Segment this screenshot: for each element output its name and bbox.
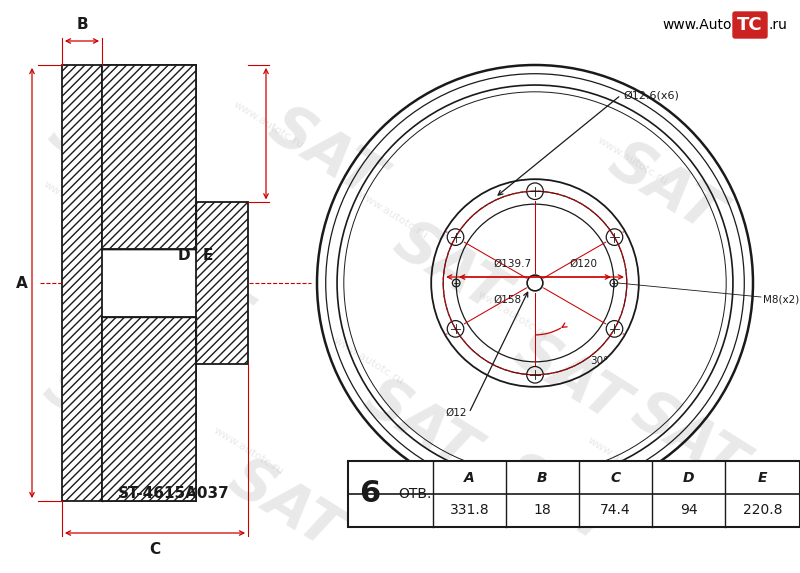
Text: www.autotc.ru: www.autotc.ru xyxy=(475,289,549,341)
Text: www.autotc.ru: www.autotc.ru xyxy=(211,425,285,477)
Text: www.autotc.ru: www.autotc.ru xyxy=(331,335,405,387)
Bar xyxy=(102,65,196,249)
Text: SAT: SAT xyxy=(503,321,637,434)
Bar xyxy=(348,461,800,527)
Text: D: D xyxy=(682,470,694,485)
Bar xyxy=(102,249,196,317)
Text: E: E xyxy=(203,248,213,262)
Text: Ø120: Ø120 xyxy=(569,259,597,269)
Text: www.autotc.ru: www.autotc.ru xyxy=(41,179,115,231)
Text: .ru: .ru xyxy=(768,18,787,32)
FancyBboxPatch shape xyxy=(733,12,767,38)
Text: 94: 94 xyxy=(680,504,698,517)
Text: SAT: SAT xyxy=(383,211,517,324)
Text: SAT: SAT xyxy=(258,97,391,209)
Text: SAT: SAT xyxy=(34,356,166,469)
Text: ОТВ.: ОТВ. xyxy=(398,487,432,501)
Bar xyxy=(102,317,196,501)
Text: 18: 18 xyxy=(534,504,551,517)
Text: 30°: 30° xyxy=(590,356,608,366)
Text: D: D xyxy=(178,248,190,262)
Text: www.autotc.ru: www.autotc.ru xyxy=(585,435,659,486)
Text: 74.4: 74.4 xyxy=(600,504,631,517)
Text: SAT: SAT xyxy=(38,101,171,214)
Text: Ø12: Ø12 xyxy=(446,408,467,418)
Text: www.Auto: www.Auto xyxy=(662,18,732,32)
Text: A: A xyxy=(464,470,475,485)
Text: B: B xyxy=(76,17,88,32)
Text: SAT: SAT xyxy=(622,382,754,494)
Text: Ø139.7: Ø139.7 xyxy=(494,259,532,269)
Text: SAT: SAT xyxy=(354,368,486,481)
Text: C: C xyxy=(150,542,161,557)
Text: B: B xyxy=(537,470,548,485)
Text: ST-4615A037: ST-4615A037 xyxy=(118,486,230,501)
Text: SAT: SAT xyxy=(491,444,625,556)
Bar xyxy=(62,65,102,501)
Bar xyxy=(196,202,248,364)
Text: 220.8: 220.8 xyxy=(742,504,782,517)
Text: www.autotc.ru: www.autotc.ru xyxy=(231,99,305,151)
Text: TC: TC xyxy=(737,16,763,34)
Text: Ø12.6(x6): Ø12.6(x6) xyxy=(623,90,679,100)
Text: www.autotc.ru: www.autotc.ru xyxy=(115,309,189,360)
Text: C: C xyxy=(610,470,621,485)
Text: 331.8: 331.8 xyxy=(450,504,490,517)
Text: E: E xyxy=(758,470,767,485)
Text: Ø158: Ø158 xyxy=(493,295,521,305)
Text: A: A xyxy=(16,276,28,291)
Text: SAT: SAT xyxy=(598,132,731,244)
Text: SAT: SAT xyxy=(123,231,257,344)
Text: SAT: SAT xyxy=(218,449,351,562)
Text: M8(x2): M8(x2) xyxy=(763,294,799,304)
Text: 6: 6 xyxy=(359,480,381,508)
Text: www.autotc.ru: www.autotc.ru xyxy=(355,189,429,241)
Text: www.autotc.ru: www.autotc.ru xyxy=(595,135,669,187)
